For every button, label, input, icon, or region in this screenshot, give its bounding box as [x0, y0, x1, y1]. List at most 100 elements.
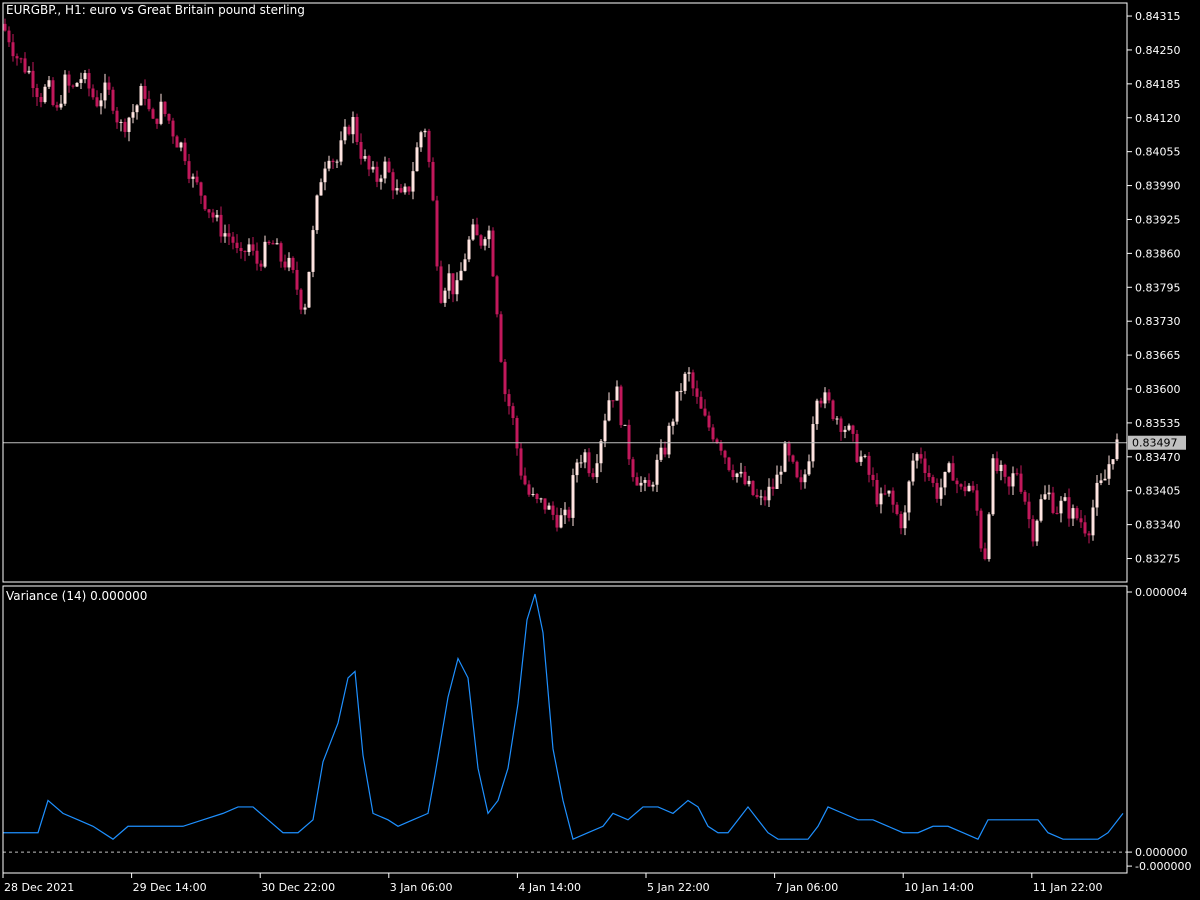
candle-body — [879, 493, 883, 505]
candle-body — [939, 487, 943, 499]
candle — [135, 104, 139, 120]
candle — [371, 161, 375, 173]
candle — [119, 119, 123, 132]
candle — [731, 464, 735, 481]
candle — [603, 413, 607, 448]
candle — [695, 380, 699, 404]
candle-body — [51, 80, 55, 106]
candle — [851, 424, 855, 442]
candle — [967, 483, 971, 492]
price-tick-label: 0.83990 — [1135, 180, 1181, 193]
candle-body — [587, 452, 591, 474]
candle-body — [187, 161, 191, 179]
candle — [971, 481, 975, 493]
candle-body — [1071, 508, 1075, 519]
candle-body — [463, 259, 467, 271]
price-tick-label: 0.83730 — [1135, 315, 1181, 328]
candle-body — [151, 109, 155, 119]
candle — [219, 206, 223, 243]
candle-body — [59, 103, 63, 108]
candle-body — [807, 461, 811, 475]
candle — [259, 260, 263, 272]
candle — [867, 451, 871, 483]
candle-body — [1115, 439, 1119, 460]
candle — [103, 73, 107, 109]
candle-body — [831, 400, 835, 420]
candle-body — [1011, 473, 1015, 487]
candle — [1023, 490, 1027, 505]
price-pane-frame — [2, 2, 1128, 583]
candle-body — [27, 70, 31, 73]
candle-body — [547, 505, 551, 510]
candle — [39, 93, 43, 108]
candle — [571, 468, 575, 527]
candle — [3, 18, 7, 32]
candle-body — [727, 457, 731, 471]
candle-body — [139, 86, 143, 106]
candle-body — [171, 120, 175, 137]
candle — [479, 234, 483, 249]
candle — [431, 157, 435, 202]
candle — [1095, 474, 1099, 516]
candle — [907, 480, 911, 521]
candle — [163, 101, 167, 117]
candle — [339, 131, 343, 166]
candle-body — [383, 161, 387, 179]
candle-body — [599, 441, 603, 464]
candle — [755, 488, 759, 499]
candle-body — [903, 512, 907, 529]
candle-body — [483, 239, 487, 246]
candle — [279, 241, 283, 268]
time-tick-label: 10 Jan 14:00 — [904, 881, 974, 894]
candle — [683, 371, 687, 395]
candle — [127, 116, 131, 142]
candle-body — [667, 425, 671, 455]
candle-body — [215, 214, 219, 218]
candle-body — [287, 257, 291, 268]
candle — [583, 449, 587, 469]
indicator-title: Variance (14) 0.000000 — [6, 589, 148, 603]
candle-body — [1031, 519, 1035, 542]
price-tick-label: 0.84315 — [1135, 10, 1181, 23]
candle-body — [911, 460, 915, 482]
candle-body — [815, 400, 819, 425]
candle-body — [763, 496, 767, 501]
candle-body — [747, 480, 751, 485]
candle — [411, 161, 415, 200]
candle-body — [1107, 464, 1111, 479]
candle — [607, 392, 611, 422]
candle-body — [495, 276, 499, 315]
candle — [303, 303, 307, 315]
candle-body — [895, 504, 899, 515]
candle-body — [1039, 499, 1043, 521]
time-tick-label: 30 Dec 22:00 — [261, 881, 335, 894]
candle — [575, 458, 579, 483]
candle-body — [723, 450, 727, 458]
candle — [211, 208, 215, 223]
candle — [951, 455, 955, 481]
candle-body — [991, 458, 995, 515]
candle — [671, 418, 675, 435]
candle — [195, 170, 199, 185]
candle-body — [31, 70, 35, 89]
candle — [95, 90, 99, 108]
candle — [787, 440, 791, 462]
candle-body — [527, 484, 531, 495]
candle — [359, 133, 363, 165]
candle-body — [203, 195, 207, 210]
candle-body — [147, 98, 151, 110]
candle-body — [351, 116, 355, 135]
candle — [903, 505, 907, 536]
candle — [887, 490, 891, 497]
candle-body — [235, 242, 239, 249]
candle — [723, 449, 727, 464]
candle-body — [923, 458, 927, 474]
candle-body — [23, 58, 27, 73]
candle — [375, 161, 379, 188]
candle — [775, 465, 779, 490]
candle-body — [55, 105, 59, 108]
candle-body — [439, 266, 443, 303]
candle — [335, 159, 339, 168]
candle — [915, 452, 919, 469]
